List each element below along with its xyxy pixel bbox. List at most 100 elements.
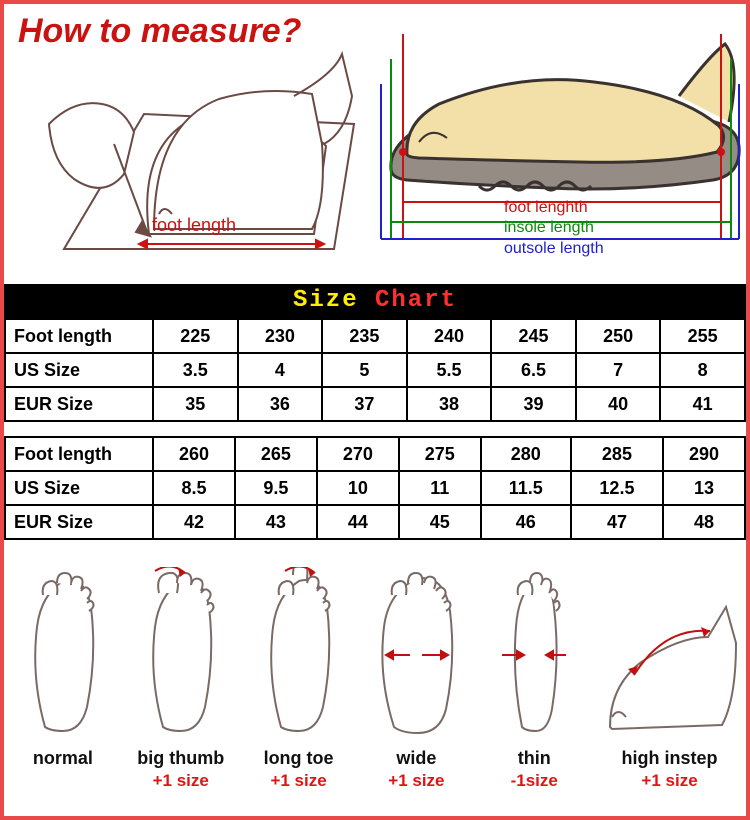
- size-table-2: Foot length 260 265 270 275 280 285 290 …: [4, 436, 746, 540]
- foot-type-long-toe: [241, 567, 356, 742]
- cell: 44: [317, 505, 399, 539]
- foot-length-label: foot length: [152, 215, 236, 236]
- row-label: US Size: [5, 353, 153, 387]
- foot-icon: [259, 567, 339, 737]
- foot-type-label: wide +1 size: [359, 748, 474, 791]
- cell: 270: [317, 437, 399, 471]
- cell: 40: [576, 387, 661, 421]
- foot-icon: [141, 567, 221, 737]
- size-chart-header: Size Chart: [4, 284, 746, 318]
- foot-type-label: normal: [5, 748, 120, 791]
- foot-type-labels: normal big thumb +1 size long toe +1 siz…: [4, 748, 746, 791]
- cell: 12.5: [571, 471, 663, 505]
- foot-type-label: high instep +1 size: [595, 748, 745, 791]
- cell: 290: [663, 437, 745, 471]
- table-gap: [4, 422, 746, 436]
- cell: 6.5: [491, 353, 576, 387]
- cell: 250: [576, 319, 661, 353]
- row-label: EUR Size: [5, 505, 153, 539]
- cell: 41: [660, 387, 745, 421]
- cell: 35: [153, 387, 238, 421]
- cell: 42: [153, 505, 235, 539]
- cell: 245: [491, 319, 576, 353]
- cell: 5: [322, 353, 407, 387]
- cell: 225: [153, 319, 238, 353]
- row-label: EUR Size: [5, 387, 153, 421]
- label-outsole-length: outsole length: [504, 239, 604, 260]
- cell: 45: [399, 505, 481, 539]
- cell: 39: [491, 387, 576, 421]
- foot-types-section: normal big thumb +1 size long toe +1 siz…: [4, 540, 746, 800]
- label-name: wide: [359, 748, 474, 769]
- foot-type-high-instep: [595, 567, 745, 742]
- foot-type-label: big thumb +1 size: [123, 748, 238, 791]
- foot-side-icon: [600, 567, 740, 737]
- cell: 36: [238, 387, 323, 421]
- foot-type-big-thumb: [123, 567, 238, 742]
- foot-trace-diagram: foot length: [4, 4, 369, 284]
- label-name: high instep: [595, 748, 745, 769]
- cell: 43: [235, 505, 317, 539]
- table-row: US Size 8.5 9.5 10 11 11.5 12.5 13: [5, 471, 745, 505]
- table-row: US Size 3.5 4 5 5.5 6.5 7 8: [5, 353, 745, 387]
- row-label: US Size: [5, 471, 153, 505]
- size-chart-text-1: Size: [293, 287, 375, 314]
- table-row: Foot length 260 265 270 275 280 285 290: [5, 437, 745, 471]
- label-insole-length: insole length: [504, 218, 604, 239]
- cell: 10: [317, 471, 399, 505]
- size-table-1: Foot length 225 230 235 240 245 250 255 …: [4, 318, 746, 422]
- shoe-section-diagram: foot lenghth insole length outsole lengt…: [369, 4, 746, 284]
- foot-type-thin: [477, 567, 592, 742]
- foot-type-normal: [5, 567, 120, 742]
- cell: 255: [660, 319, 745, 353]
- row-label: Foot length: [5, 319, 153, 353]
- table-row: EUR Size 35 36 37 38 39 40 41: [5, 387, 745, 421]
- label-foot-length: foot lenghth: [504, 198, 604, 219]
- cell: 260: [153, 437, 235, 471]
- cell: 4: [238, 353, 323, 387]
- cell: 8: [660, 353, 745, 387]
- cell: 7: [576, 353, 661, 387]
- cell: 240: [407, 319, 492, 353]
- cell: 230: [238, 319, 323, 353]
- label-adjustment: +1 size: [359, 771, 474, 791]
- cell: 275: [399, 437, 481, 471]
- label-name: normal: [5, 748, 120, 769]
- foot-type-label: thin -1size: [477, 748, 592, 791]
- foot-type-label: long toe +1 size: [241, 748, 356, 791]
- size-chart-text-2: Chart: [375, 287, 457, 314]
- cell: 47: [571, 505, 663, 539]
- size-guide-container: How to measure?: [0, 0, 750, 820]
- cell: 48: [663, 505, 745, 539]
- label-adjustment: +1 size: [123, 771, 238, 791]
- row-label: Foot length: [5, 437, 153, 471]
- label-adjustment: +1 size: [241, 771, 356, 791]
- table-row: EUR Size 42 43 44 45 46 47 48: [5, 505, 745, 539]
- cell: 265: [235, 437, 317, 471]
- shoe-length-labels: foot lenghth insole length outsole lengt…: [504, 198, 604, 260]
- cell: 3.5: [153, 353, 238, 387]
- label-adjustment: +1 size: [595, 771, 745, 791]
- cell: 5.5: [407, 353, 492, 387]
- cell: 37: [322, 387, 407, 421]
- cell: 46: [481, 505, 571, 539]
- foot-types-row: [4, 552, 746, 742]
- label-adjustment: -1size: [477, 771, 592, 791]
- label-name: thin: [477, 748, 592, 769]
- cell: 235: [322, 319, 407, 353]
- foot-icon: [494, 567, 574, 737]
- cell: 11: [399, 471, 481, 505]
- diagram-section: How to measure?: [4, 4, 746, 284]
- cell: 285: [571, 437, 663, 471]
- cell: 38: [407, 387, 492, 421]
- table-row: Foot length 225 230 235 240 245 250 255: [5, 319, 745, 353]
- cell: 8.5: [153, 471, 235, 505]
- cell: 280: [481, 437, 571, 471]
- foot-type-wide: [359, 567, 474, 742]
- foot-icon: [23, 567, 103, 737]
- cell: 9.5: [235, 471, 317, 505]
- cell: 13: [663, 471, 745, 505]
- label-name: long toe: [241, 748, 356, 769]
- foot-icon: [376, 567, 456, 737]
- label-name: big thumb: [123, 748, 238, 769]
